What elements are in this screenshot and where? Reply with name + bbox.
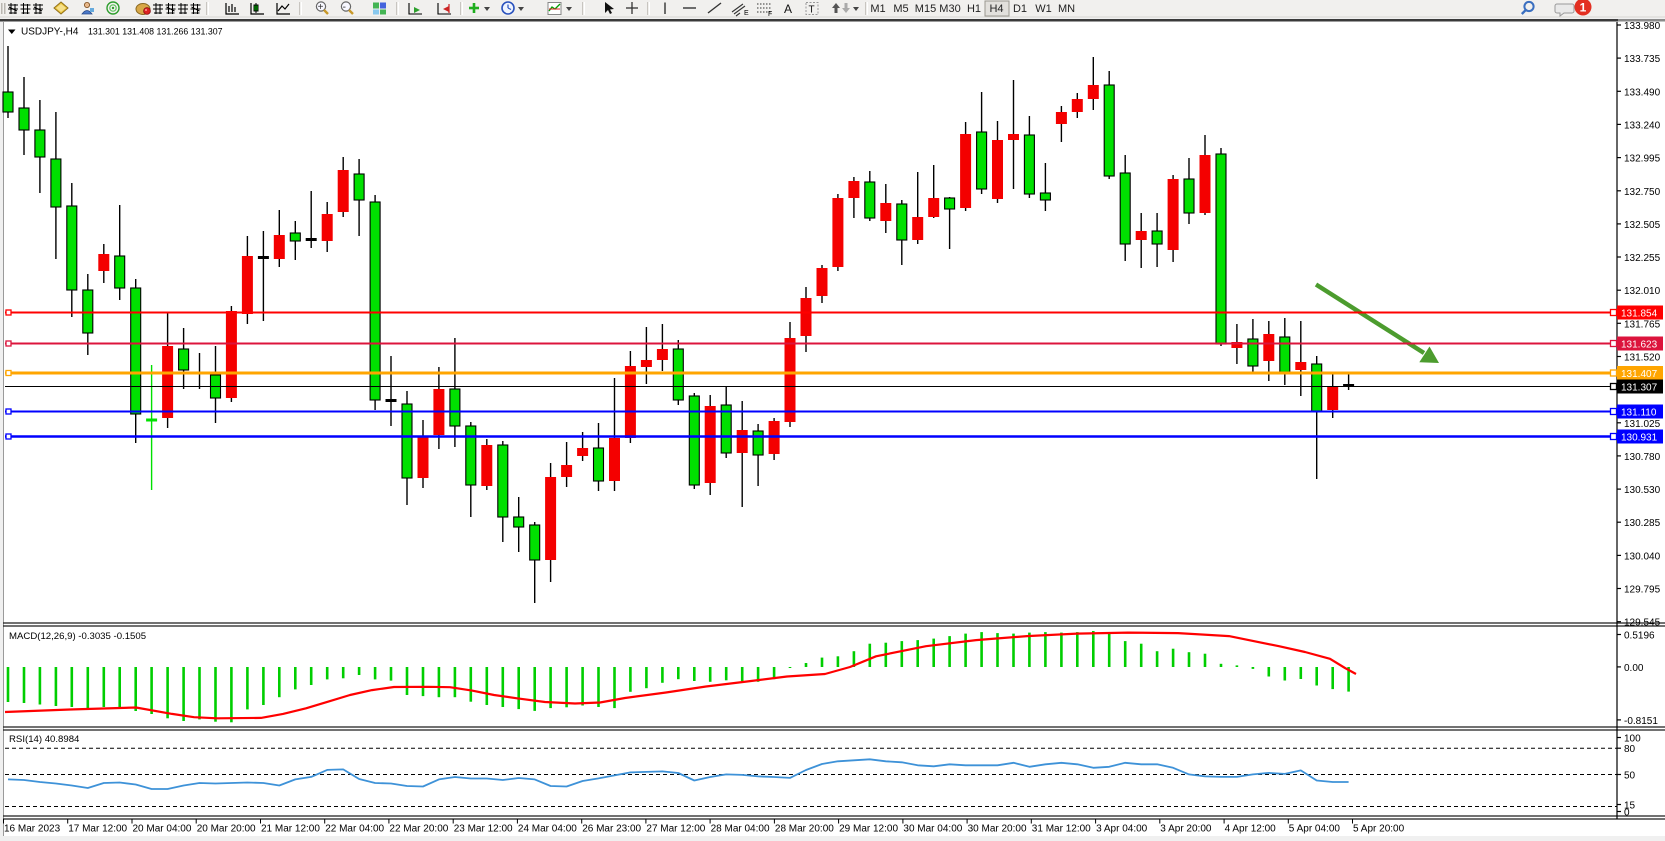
svg-text:133.490: 133.490: [1624, 87, 1661, 98]
svg-text:130.040: 130.040: [1624, 551, 1661, 562]
svg-text:27 Mar 12:00: 27 Mar 12:00: [646, 824, 705, 835]
svg-text:131.407: 131.407: [1621, 369, 1658, 380]
svg-text:132.995: 132.995: [1624, 154, 1661, 165]
svg-text:133.240: 133.240: [1624, 120, 1661, 131]
svg-text:H1: H1: [967, 3, 981, 15]
svg-text:MACD(12,26,9) -0.3035 -0.1505: MACD(12,26,9) -0.3035 -0.1505: [9, 631, 146, 642]
svg-text:USDJPY-,H4: USDJPY-,H4: [21, 27, 79, 38]
svg-text:132.750: 132.750: [1624, 187, 1661, 198]
svg-text:132.255: 132.255: [1624, 253, 1661, 264]
svg-text:1: 1: [1580, 1, 1587, 15]
svg-text:H4: H4: [989, 3, 1003, 15]
svg-text:0: 0: [1624, 808, 1630, 819]
svg-text:30 Mar 04:00: 30 Mar 04:00: [903, 824, 962, 835]
svg-text:M5: M5: [893, 3, 908, 15]
svg-text:5 Apr 20:00: 5 Apr 20:00: [1353, 824, 1405, 835]
svg-text:0.5196: 0.5196: [1624, 631, 1655, 642]
svg-text:132.505: 132.505: [1624, 220, 1661, 231]
svg-text:131.854: 131.854: [1621, 308, 1658, 319]
svg-text:5 Apr 04:00: 5 Apr 04:00: [1289, 824, 1341, 835]
svg-text:M30: M30: [939, 3, 960, 15]
svg-text:28 Mar 20:00: 28 Mar 20:00: [775, 824, 834, 835]
svg-text:133.735: 133.735: [1624, 54, 1661, 65]
svg-text:15: 15: [1624, 801, 1636, 812]
svg-text:M1: M1: [870, 3, 885, 15]
svg-text:28 Mar 04:00: 28 Mar 04:00: [711, 824, 770, 835]
svg-text:RSI(14) 40.8984: RSI(14) 40.8984: [9, 734, 80, 745]
svg-text:3 Apr 04:00: 3 Apr 04:00: [1096, 824, 1148, 835]
svg-text:E: E: [744, 10, 749, 17]
svg-text:129.795: 129.795: [1624, 585, 1661, 596]
svg-text:A: A: [784, 2, 792, 16]
svg-text:0.00: 0.00: [1624, 663, 1644, 674]
svg-text:131.623: 131.623: [1621, 339, 1658, 350]
svg-text:131.110: 131.110: [1621, 407, 1657, 418]
svg-text:20 Mar 20:00: 20 Mar 20:00: [197, 824, 256, 835]
svg-text:22 Mar 04:00: 22 Mar 04:00: [325, 824, 384, 835]
svg-text:3 Apr 20:00: 3 Apr 20:00: [1160, 824, 1212, 835]
svg-text:21 Mar 12:00: 21 Mar 12:00: [261, 824, 320, 835]
svg-text:-: -: [343, 2, 346, 13]
svg-text:29 Mar 12:00: 29 Mar 12:00: [839, 824, 898, 835]
svg-text:20 Mar 04:00: 20 Mar 04:00: [133, 824, 192, 835]
svg-text:31 Mar 12:00: 31 Mar 12:00: [1032, 824, 1091, 835]
svg-text:MN: MN: [1058, 3, 1075, 15]
svg-text:130.931: 130.931: [1621, 432, 1658, 443]
svg-text:130.780: 130.780: [1624, 452, 1661, 463]
svg-text:24 Mar 04:00: 24 Mar 04:00: [518, 824, 577, 835]
svg-text:T: T: [809, 5, 815, 16]
svg-text:131.307: 131.307: [1621, 382, 1658, 393]
svg-text:+: +: [318, 2, 324, 13]
svg-text:-0.8151: -0.8151: [1624, 716, 1658, 727]
svg-text:F: F: [768, 11, 772, 18]
svg-text:131.301 131.408 131.266 131.30: 131.301 131.408 131.266 131.307: [88, 27, 223, 37]
svg-text:23 Mar 12:00: 23 Mar 12:00: [454, 824, 513, 835]
svg-text:100: 100: [1624, 734, 1641, 745]
svg-text:26 Mar 23:00: 26 Mar 23:00: [582, 824, 641, 835]
svg-text:129.545: 129.545: [1624, 618, 1661, 629]
svg-text:30 Mar 20:00: 30 Mar 20:00: [968, 824, 1027, 835]
svg-text:130.285: 130.285: [1624, 518, 1661, 529]
svg-text:17 Mar 12:00: 17 Mar 12:00: [68, 824, 127, 835]
svg-text:133.980: 133.980: [1624, 21, 1661, 32]
svg-text:131.520: 131.520: [1624, 353, 1661, 364]
svg-text:132.010: 132.010: [1624, 286, 1661, 297]
svg-text:22 Mar 20:00: 22 Mar 20:00: [389, 824, 448, 835]
svg-text:M15: M15: [915, 3, 936, 15]
svg-text:50: 50: [1624, 771, 1636, 782]
svg-text:80: 80: [1624, 744, 1636, 755]
svg-text:W1: W1: [1035, 3, 1052, 15]
svg-text:131.765: 131.765: [1624, 319, 1661, 330]
svg-text:4 Apr 12:00: 4 Apr 12:00: [1225, 824, 1277, 835]
svg-text:16 Mar 2023: 16 Mar 2023: [4, 824, 61, 835]
svg-text:D1: D1: [1013, 3, 1027, 15]
svg-text:130.530: 130.530: [1624, 485, 1661, 496]
svg-text:131.025: 131.025: [1624, 419, 1661, 430]
